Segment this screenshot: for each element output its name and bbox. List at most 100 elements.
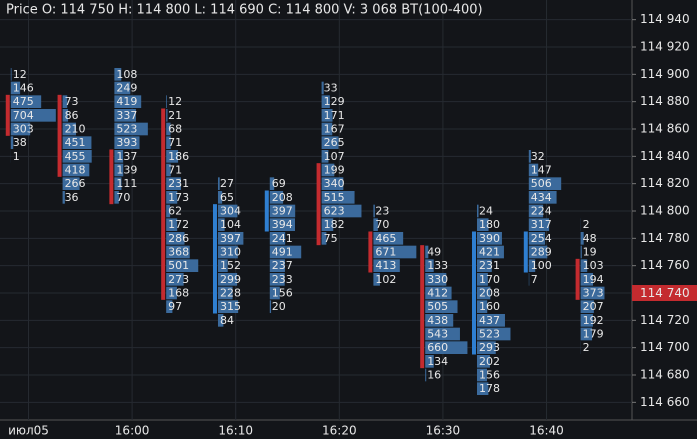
y-tick-label: 114 700 — [640, 340, 690, 354]
y-tick-label: 114 660 — [640, 395, 690, 409]
candle-body — [420, 245, 425, 369]
volume-label: 69 — [272, 177, 286, 190]
volume-bar — [269, 273, 285, 286]
volume-label: 33 — [324, 82, 338, 95]
volume-bar — [217, 245, 238, 259]
y-tick-label: 114 940 — [640, 12, 690, 26]
volume-label: 273 — [168, 273, 189, 286]
volume-label: 210 — [65, 123, 86, 136]
volume-label: 289 — [531, 246, 552, 259]
volume-bar — [528, 259, 536, 272]
volume-label: 75 — [324, 232, 338, 245]
y-tick-label: 114 800 — [640, 204, 690, 218]
volume-label: 451 — [65, 136, 86, 149]
volume-label: 340 — [324, 177, 345, 190]
volume-bar — [425, 273, 447, 286]
volume-bar — [321, 177, 344, 190]
y-tick-label: 114 840 — [640, 149, 690, 163]
volume-label: 2 — [583, 341, 590, 354]
volume-bar — [114, 109, 136, 122]
candle-body — [264, 190, 269, 232]
volume-bar — [321, 136, 339, 149]
volume-label: 397 — [220, 232, 241, 245]
volume-label: 70 — [375, 218, 389, 231]
volume-label: 202 — [479, 355, 500, 368]
volume-label: 237 — [272, 259, 293, 272]
volume-bar — [62, 109, 69, 122]
volume-label: 303 — [13, 123, 34, 136]
volume-bar — [373, 259, 400, 272]
volume-bar — [62, 122, 77, 136]
volume-label: 20 — [272, 300, 286, 313]
volume-label: 393 — [116, 136, 137, 149]
volume-label: 102 — [375, 273, 396, 286]
volume-label: 133 — [427, 259, 448, 272]
volume-label: 104 — [220, 218, 241, 231]
volume-bar — [166, 300, 173, 313]
volume-bar — [269, 259, 285, 272]
volume-bar — [217, 286, 233, 300]
candle-body — [212, 204, 217, 314]
volume-bar — [528, 191, 557, 204]
volume-bar — [114, 95, 142, 108]
volume-label: 266 — [65, 177, 86, 190]
volume-bar — [166, 232, 185, 245]
volume-label: 70 — [116, 191, 130, 204]
volume-label: 671 — [375, 246, 396, 259]
candle-body — [161, 108, 166, 300]
volume-label: 97 — [168, 300, 182, 313]
volume-bar — [580, 327, 593, 341]
volume-bar — [477, 204, 479, 218]
volume-label: 304 — [220, 205, 241, 218]
volume-label: 455 — [65, 150, 86, 163]
volume-bar — [217, 259, 228, 272]
volume-bar — [166, 286, 177, 300]
y-tick-label: 114 880 — [640, 94, 690, 108]
volume-bar — [166, 191, 178, 204]
volume-bar — [10, 81, 21, 95]
volume-label: 23 — [375, 205, 389, 218]
volume-bar — [580, 232, 584, 245]
volume-bar — [373, 273, 380, 286]
volume-bar — [114, 163, 124, 177]
volume-bar — [528, 177, 562, 190]
volume-bar — [166, 136, 171, 149]
volume-label: 84 — [220, 314, 234, 327]
volume-bar — [114, 177, 122, 190]
volume-label: 86 — [65, 109, 79, 122]
y-tick-label: 114 820 — [640, 176, 690, 190]
volume-bar — [528, 232, 546, 245]
candle-body — [472, 231, 476, 355]
volume-bar — [373, 245, 417, 259]
volume-label: 152 — [220, 259, 241, 272]
volume-label: 506 — [531, 177, 552, 190]
volume-label: 71 — [168, 164, 182, 177]
volume-label: 231 — [168, 177, 189, 190]
volume-bar — [425, 368, 427, 382]
volume-label: 265 — [324, 136, 345, 149]
volume-bar — [10, 109, 56, 122]
volume-label: 173 — [168, 191, 189, 204]
y-tick-label: 114 720 — [640, 313, 690, 327]
volume-bar — [528, 204, 544, 218]
volume-label: 179 — [583, 328, 604, 341]
volume-label: 505 — [427, 300, 448, 313]
volume-bar — [10, 95, 42, 108]
candle-body — [316, 163, 321, 246]
y-tick-label: 114 760 — [640, 258, 690, 272]
volume-bar — [269, 218, 296, 231]
volume-label: 48 — [583, 232, 597, 245]
last-price-box — [632, 285, 697, 301]
volume-label: 24 — [479, 205, 493, 218]
candle-body — [368, 231, 373, 273]
volume-label: 71 — [168, 136, 182, 149]
volume-bar — [477, 286, 491, 300]
volume-label: 171 — [324, 109, 345, 122]
volume-bar — [217, 300, 239, 313]
footprint: 1214647570430338173862104514554182663610… — [5, 68, 605, 395]
volume-label: 156 — [272, 287, 293, 300]
volume-label: 523 — [116, 123, 137, 136]
